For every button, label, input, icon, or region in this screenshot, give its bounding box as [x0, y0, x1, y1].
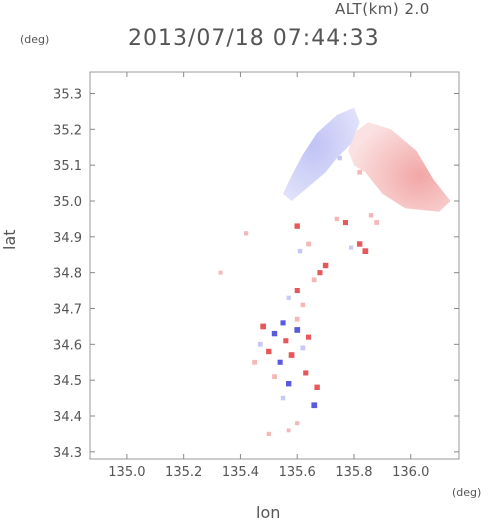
data-point-23 [277, 359, 283, 365]
southern-cluster [258, 309, 315, 395]
data-point-35 [280, 320, 286, 326]
data-point-7 [349, 245, 354, 250]
data-point-1 [337, 155, 342, 161]
data-point-9 [294, 223, 300, 229]
data-point-33 [252, 359, 257, 365]
data-point-18 [260, 323, 266, 330]
x-tick-label-5: 136.0 [392, 465, 429, 480]
y-tick-label-6: 34.9 [53, 231, 82, 246]
data-point-31 [280, 395, 286, 401]
data-point-32 [257, 341, 263, 347]
axes-ticks: 135.0 135.2 135.4 135.6 135.8 136.0 34.3 34.4 34… [53, 72, 459, 480]
x-tick-label-0: 135.0 [108, 465, 145, 480]
plot-frame [89, 71, 460, 460]
x-axis-label: lon [256, 503, 281, 522]
data-point-24 [288, 352, 295, 358]
data-point-21 [294, 327, 301, 333]
data-point-15 [294, 288, 300, 294]
data-point-39 [266, 431, 271, 436]
data-point-20 [283, 338, 289, 344]
data-point-29 [314, 384, 320, 390]
data-point-13 [311, 277, 317, 283]
data-point-41 [295, 421, 300, 426]
y-axis-unit: (deg) [20, 33, 50, 46]
data-point-5 [342, 220, 348, 226]
x-tick-label-2: 135.4 [222, 465, 259, 480]
altitude-label: ALT(km) 2.0 [335, 0, 430, 18]
data-point-11 [297, 248, 303, 254]
data-point-22 [266, 348, 272, 355]
data-point-6 [357, 241, 363, 247]
field-regions [258, 107, 451, 395]
data-point-36 [294, 316, 300, 322]
data-point-14 [322, 262, 329, 269]
x-tick-label-3: 135.6 [279, 465, 316, 480]
x-tick-label-4: 135.8 [335, 465, 372, 480]
data-point-19 [271, 330, 278, 337]
data-point-16 [286, 295, 291, 300]
y-tick-label-7: 35.0 [53, 195, 82, 210]
northwest-negative-band [283, 107, 360, 201]
y-tick-label-10: 35.3 [53, 88, 82, 103]
data-point-40 [286, 428, 291, 433]
data-point-26 [272, 374, 277, 379]
data-point-10 [306, 241, 311, 247]
y-tick-label-3: 34.6 [53, 338, 82, 353]
x-axis-unit: (deg) [452, 486, 482, 499]
field-points [218, 155, 380, 436]
y-tick-label-5: 34.8 [53, 267, 82, 282]
chart-title: 2013/07/18 07:44:33 [128, 26, 380, 51]
northeast-positive-band [348, 122, 451, 212]
y-tick-label-9: 35.2 [53, 123, 82, 138]
y-tick-label-1: 34.4 [53, 410, 82, 425]
data-point-2 [368, 213, 374, 218]
data-point-3 [374, 220, 380, 225]
x-tick-label-1: 135.2 [165, 465, 202, 480]
data-point-28 [303, 370, 309, 376]
data-point-12 [317, 270, 323, 276]
data-point-25 [300, 345, 306, 351]
y-tick-label-0: 34.3 [53, 446, 82, 461]
data-point-34 [306, 334, 312, 340]
y-tick-label-8: 35.1 [53, 159, 82, 174]
data-point-38 [218, 270, 223, 275]
data-point-8 [362, 248, 369, 254]
y-tick-label-4: 34.7 [53, 303, 82, 318]
data-point-0 [357, 169, 363, 175]
data-point-37 [244, 231, 249, 236]
data-point-4 [334, 216, 340, 222]
data-point-30 [311, 402, 318, 409]
data-point-17 [300, 302, 306, 308]
data-point-27 [286, 381, 292, 387]
y-tick-label-2: 34.5 [53, 374, 82, 389]
